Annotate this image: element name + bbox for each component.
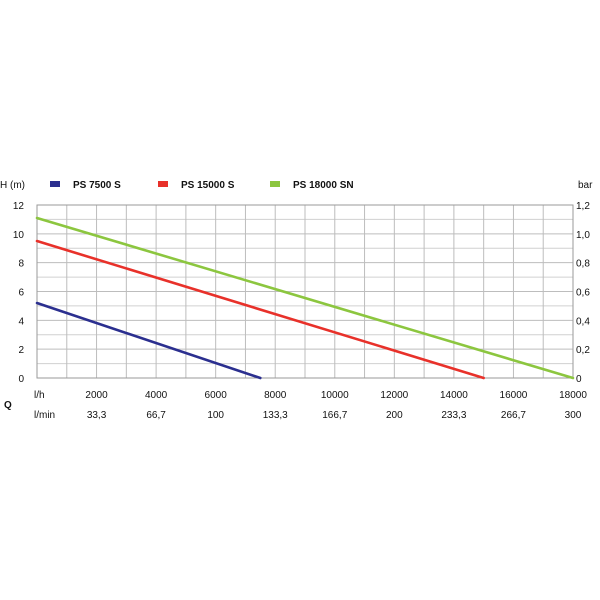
chart-axes-labels: H (m) bar 0 2 4 6 8 10 12 0 0,2 0,4 0,6 0,8 1,0 1,2 l/h 2… (0, 180, 593, 421)
x-unit-lh: l/h (34, 390, 45, 401)
y-tick-right: 0,6 (576, 288, 590, 299)
y-axis-left-label: H (m) (0, 180, 25, 191)
series-line-2 (35, 239, 485, 380)
x-tick-lh: 4000 (145, 390, 168, 401)
y-tick-left: 12 (13, 201, 25, 212)
y-tick-right: 0,8 (576, 259, 590, 270)
x-tick-lmin: 166,7 (322, 410, 347, 421)
y-axis-right-label: bar (578, 180, 593, 191)
y-tick-left: 2 (18, 345, 24, 356)
x-unit-lmin: l/min (34, 410, 55, 421)
legend-label-1: PS 7500 S (73, 180, 121, 191)
x-tick-lh: 14000 (440, 390, 468, 401)
x-tick-lh: 16000 (500, 390, 528, 401)
y-tick-left: 8 (18, 259, 24, 270)
y-tick-left: 10 (13, 230, 25, 241)
x-tick-lh: 8000 (264, 390, 287, 401)
y-tick-left: 4 (18, 316, 24, 327)
x-tick-lmin: 133,3 (263, 410, 288, 421)
legend-label-2: PS 15000 S (181, 180, 235, 191)
x-tick-lmin: 66,7 (146, 410, 166, 421)
legend-label-3: PS 18000 SN (293, 180, 354, 191)
legend-swatch-2 (158, 181, 168, 187)
y-tick-right: 1,2 (576, 201, 590, 212)
x-tick-lmin: 100 (207, 410, 224, 421)
x-tick-lh: 18000 (559, 390, 587, 401)
x-tick-lmin: 200 (386, 410, 403, 421)
x-tick-lh: 6000 (205, 390, 228, 401)
series-line-1 (35, 301, 262, 380)
x-tick-lmin: 33,3 (87, 410, 107, 421)
y-tick-left: 0 (18, 374, 24, 385)
plot-frame (36, 204, 574, 379)
x-tick-lh: 12000 (380, 390, 408, 401)
legend-swatch-1 (50, 181, 60, 187)
series-line-3 (35, 216, 575, 380)
x-tick-lmin: 300 (565, 410, 582, 421)
chart-grid (36, 204, 574, 379)
x-tick-lmin: 266,7 (501, 410, 526, 421)
y-tick-right: 0 (576, 374, 582, 385)
chart-series (35, 216, 575, 380)
chart-legend: PS 7500 S PS 15000 S PS 18000 SN (50, 180, 354, 191)
y-tick-right: 1,0 (576, 230, 590, 241)
y-tick-right: 0,2 (576, 345, 590, 356)
x-axis-q-label: Q (4, 400, 12, 411)
legend-swatch-3 (270, 181, 280, 187)
y-tick-left: 6 (18, 288, 24, 299)
x-tick-lh: 10000 (321, 390, 349, 401)
x-tick-lmin: 233,3 (441, 410, 466, 421)
x-tick-lh: 2000 (85, 390, 108, 401)
y-tick-right: 0,4 (576, 316, 590, 327)
